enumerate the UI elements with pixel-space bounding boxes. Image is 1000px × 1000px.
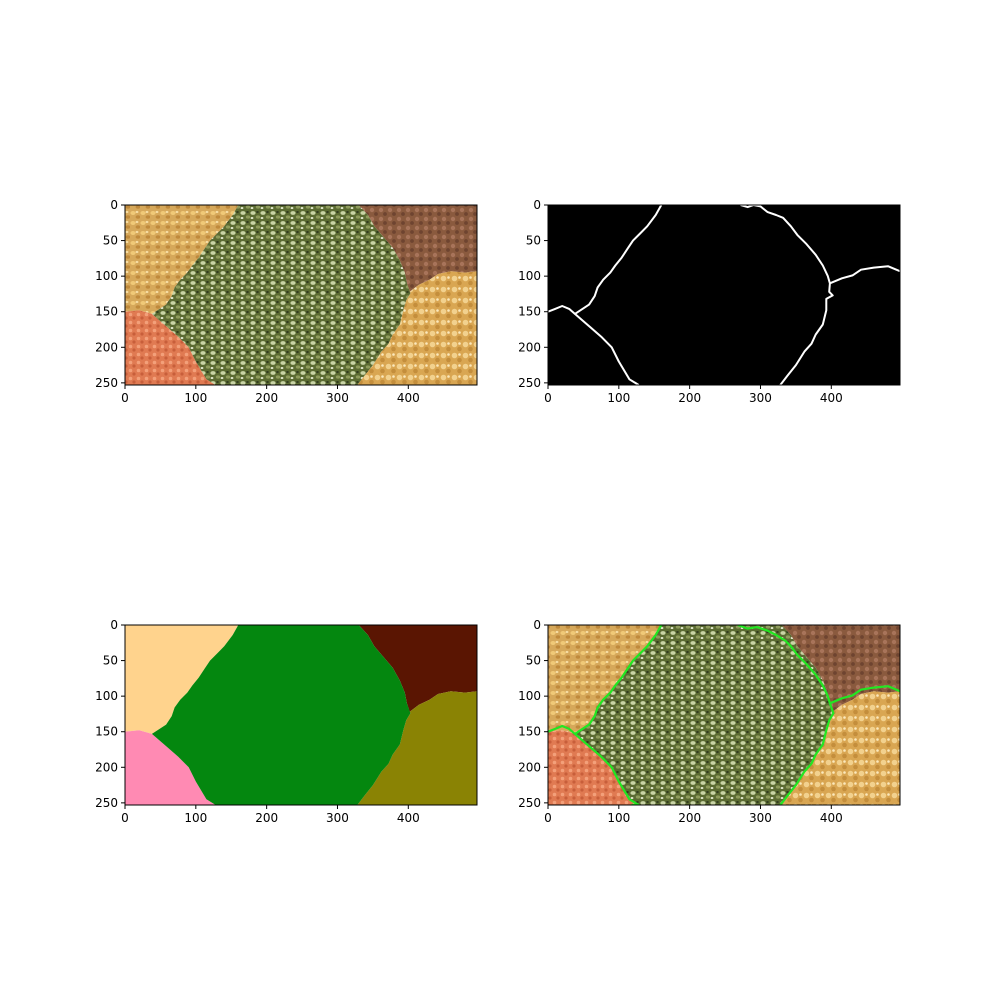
x-tick-label: 200: [255, 811, 278, 825]
boundary-line: [829, 685, 900, 705]
x-axis: 0 100 200 300 400: [544, 385, 843, 405]
y-tick-label: 150: [518, 305, 541, 319]
edge-line: [829, 265, 900, 285]
y-tick-label: 200: [518, 760, 541, 774]
y-tick-label: 150: [95, 305, 118, 319]
axes-frame: [547, 624, 901, 806]
y-tick-label: 150: [95, 725, 118, 739]
x-tick-label: 300: [749, 811, 772, 825]
x-tick-label: 400: [820, 391, 843, 405]
x-tick-label: 400: [397, 391, 420, 405]
x-tick-label: 0: [544, 811, 552, 825]
region-topRight: [358, 205, 477, 292]
segment-bottomLeft: [125, 730, 216, 805]
region-bottomLeft: [125, 310, 216, 385]
y-tick-label: 0: [110, 198, 118, 212]
y-tick-label: 100: [95, 269, 118, 283]
y-tick-label: 200: [95, 340, 118, 354]
y-tick-label: 250: [95, 376, 118, 390]
x-tick-label: 100: [607, 811, 630, 825]
x-tick-label: 0: [544, 391, 552, 405]
x-tick-label: 100: [184, 811, 207, 825]
x-tick-label: 400: [820, 811, 843, 825]
y-tick-label: 250: [518, 796, 541, 810]
y-axis: 0 50 100 150 200 250: [95, 198, 125, 390]
panel-overlay: 0 100 200 300 400 0 50 100 150 200 250: [518, 618, 901, 825]
segment-bottomRight: [357, 691, 477, 805]
region-topRight: [781, 625, 900, 712]
y-tick-label: 50: [103, 654, 118, 668]
segment-topLeft: [125, 625, 239, 734]
region-centerBlob: [574, 625, 834, 805]
y-axis: 0 50 100 150 200 250: [518, 198, 548, 390]
x-tick-label: 300: [749, 391, 772, 405]
y-tick-label: 50: [526, 234, 541, 248]
y-tick-label: 250: [518, 376, 541, 390]
x-tick-label: 0: [121, 391, 129, 405]
y-tick-label: 0: [533, 618, 541, 632]
region-topLeft: [548, 625, 662, 734]
axes-frame: [124, 204, 478, 386]
segment-centerBlob: [151, 625, 411, 805]
region-bottomLeft: [548, 730, 639, 805]
boundary-line: [548, 724, 576, 735]
y-axis: 0 50 100 150 200 250: [95, 618, 125, 810]
y-tick-label: 50: [526, 654, 541, 668]
y-axis: 0 50 100 150 200 250: [518, 618, 548, 810]
x-tick-label: 200: [678, 811, 701, 825]
edge-line: [548, 305, 576, 315]
x-axis: 0 100 200 300 400: [121, 805, 420, 825]
edge-line: [740, 205, 834, 385]
image-area: [125, 625, 477, 805]
y-tick-label: 200: [95, 760, 118, 774]
y-tick-label: 100: [518, 689, 541, 703]
edge-line: [573, 205, 663, 385]
region-bottomRight: [780, 691, 900, 805]
region-bottomRight: [357, 271, 477, 385]
panel-edges: 0 100 200 300 400 0 50 100 150 200 250: [518, 198, 901, 405]
image-area: [548, 205, 900, 385]
panel-segments: 0 100 200 300 400 0 50 100 150 200 250: [95, 618, 478, 825]
region-topLeft: [125, 205, 239, 314]
x-axis: 0 100 200 300 400: [544, 805, 843, 825]
y-tick-label: 0: [533, 198, 541, 212]
segment-topRight: [358, 625, 477, 712]
x-tick-label: 300: [326, 391, 349, 405]
boundary-line: [737, 625, 835, 805]
panel-photo: 0 100 200 300 400 0 50 100 150 200 250: [95, 198, 478, 405]
image-area: [548, 625, 900, 805]
y-tick-label: 50: [103, 234, 118, 248]
axes-frame: [547, 204, 901, 386]
y-tick-label: 0: [110, 618, 118, 632]
x-tick-label: 100: [607, 391, 630, 405]
x-axis: 0 100 200 300 400: [121, 385, 420, 405]
region-centerBlob: [151, 205, 411, 385]
y-tick-label: 150: [518, 725, 541, 739]
x-tick-label: 300: [326, 811, 349, 825]
x-tick-label: 200: [255, 391, 278, 405]
boundary-line: [573, 625, 663, 805]
x-tick-label: 400: [397, 811, 420, 825]
y-tick-label: 100: [95, 689, 118, 703]
edge-background: [548, 205, 900, 385]
axes-frame: [124, 624, 478, 806]
y-tick-label: 100: [518, 269, 541, 283]
x-tick-label: 100: [184, 391, 207, 405]
y-tick-label: 250: [95, 796, 118, 810]
image-area: [125, 205, 477, 385]
x-tick-label: 0: [121, 811, 129, 825]
x-tick-label: 200: [678, 391, 701, 405]
y-tick-label: 200: [518, 340, 541, 354]
